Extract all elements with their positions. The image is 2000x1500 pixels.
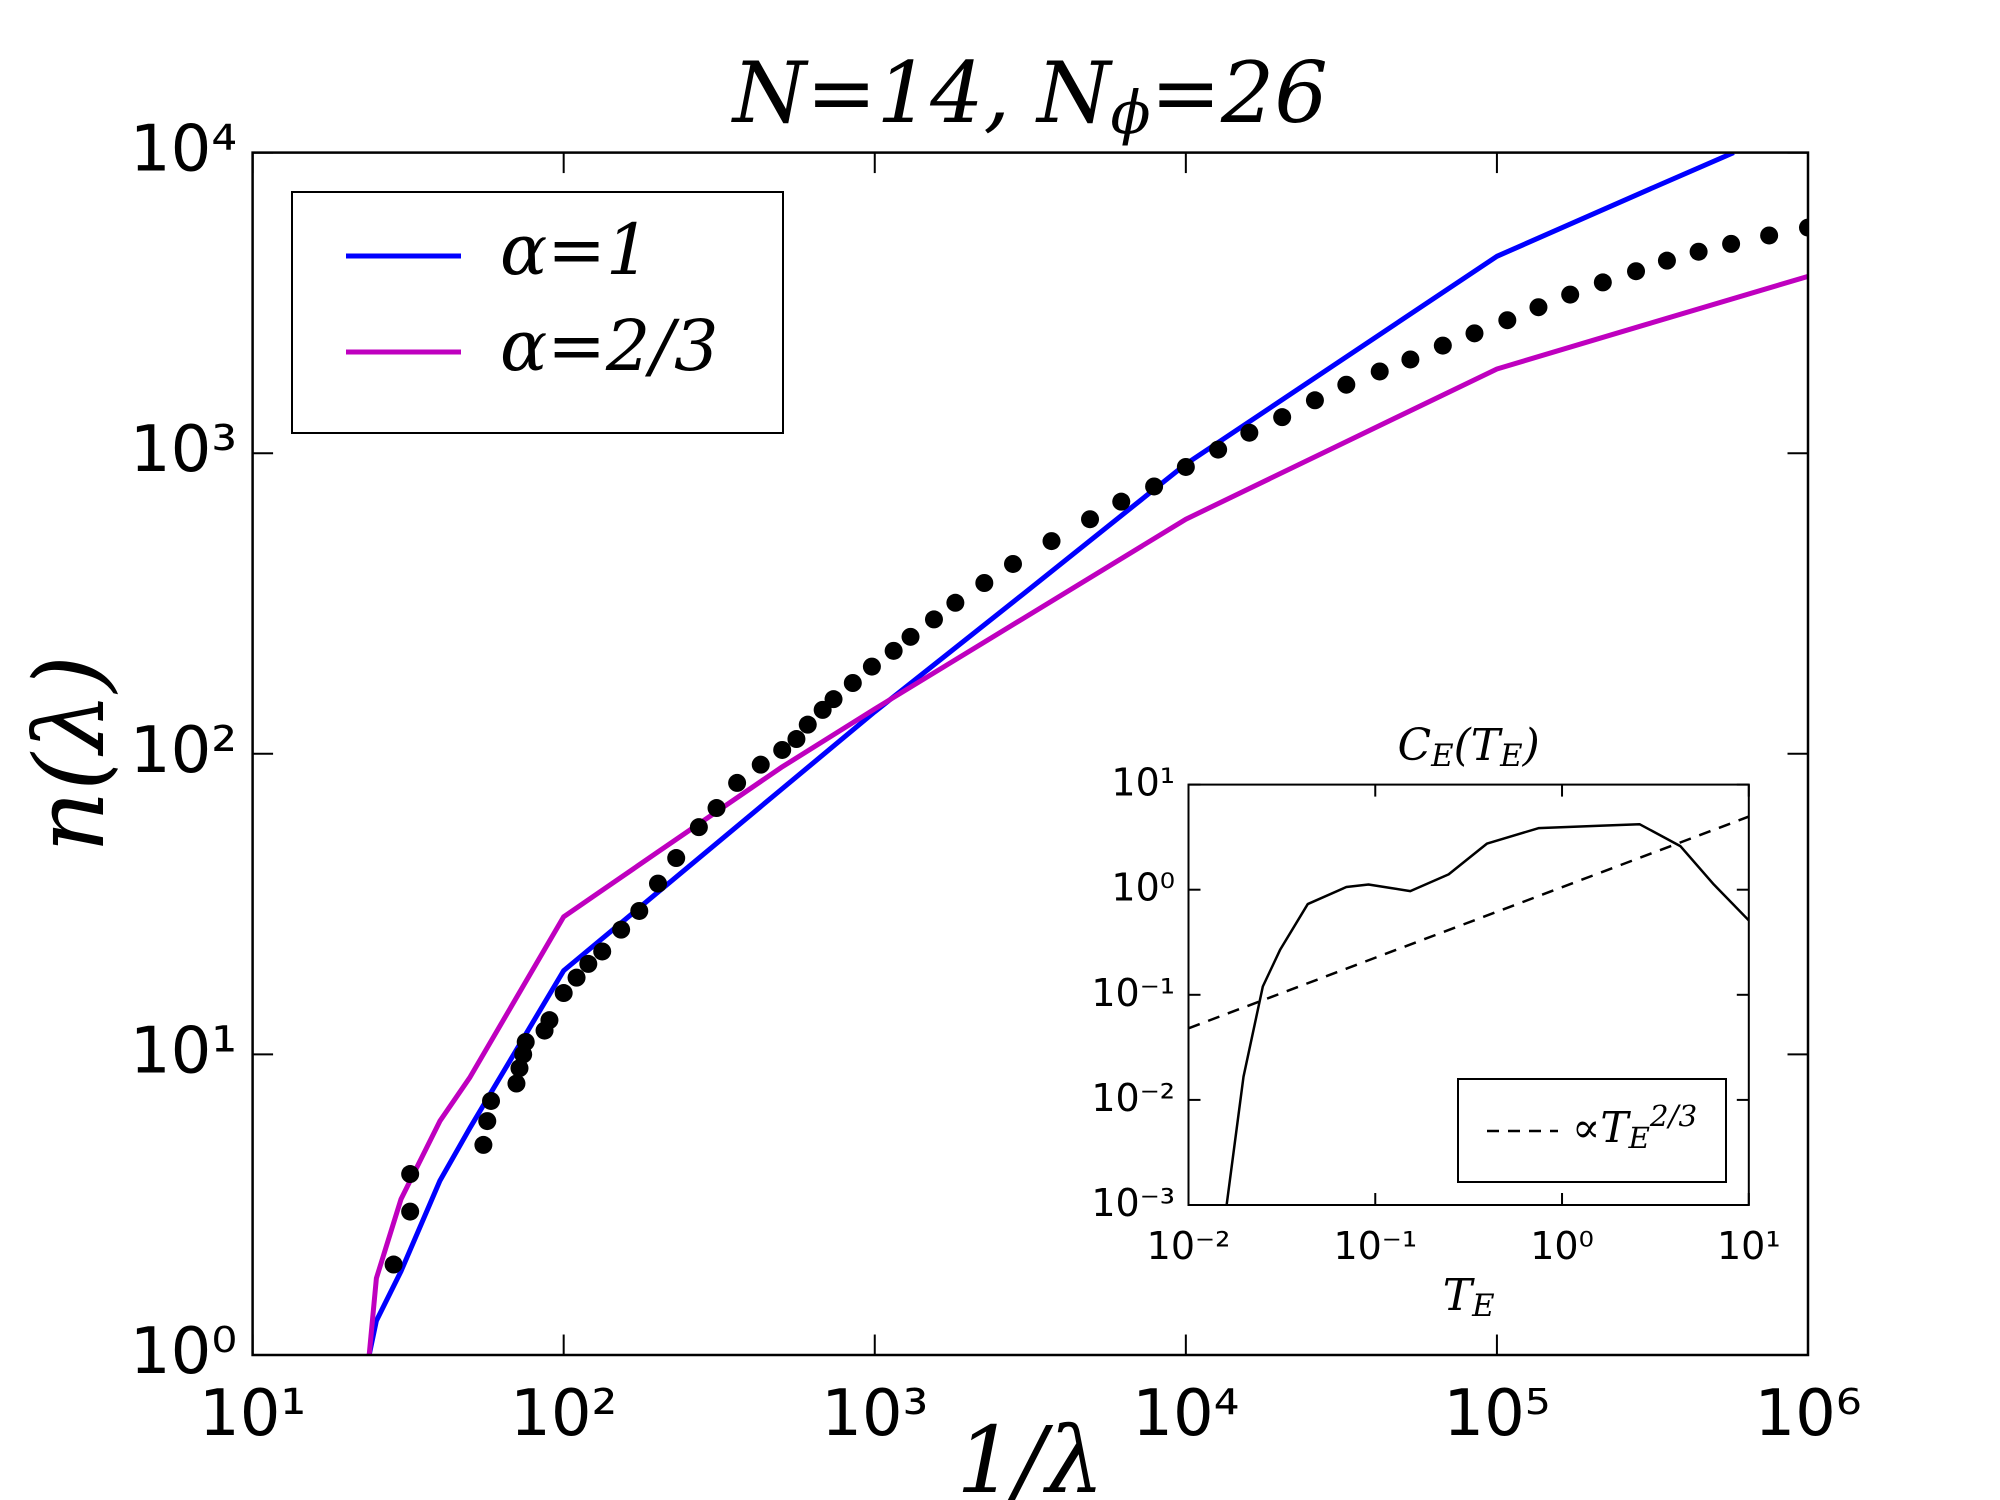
y-tick-label: 10⁻¹: [1091, 970, 1175, 1014]
y-tick-label: 10¹: [1111, 760, 1175, 804]
x-tick-label: 10³: [821, 1377, 928, 1451]
data-point: [884, 641, 903, 660]
data-point: [1561, 285, 1580, 304]
x-tick-label: 10⁻¹: [1333, 1224, 1417, 1268]
data-point: [554, 984, 573, 1003]
x-axis-label: TE: [1443, 1270, 1495, 1324]
legend-box: [291, 191, 784, 434]
legend: α=1 α=2/3: [291, 191, 784, 434]
data-point: [901, 627, 920, 646]
data-point: [1627, 262, 1646, 281]
series-line: [1225, 822, 1749, 1205]
data-point: [862, 657, 881, 676]
data-point: [751, 755, 770, 774]
data-point: [1657, 251, 1676, 270]
data-point: [384, 1255, 403, 1274]
y-tick-label: 10⁻³: [1091, 1181, 1175, 1225]
series-line: [366, 273, 1809, 1356]
data-point: [1799, 218, 1809, 237]
data-point: [630, 901, 649, 920]
x-tick-label: 10¹: [1717, 1224, 1781, 1268]
data-point: [648, 874, 667, 893]
series-line: [366, 152, 1735, 1356]
legend-label: α=1: [500, 209, 650, 291]
data-point: [946, 593, 965, 612]
data-point: [516, 1032, 535, 1051]
data-point: [510, 1059, 529, 1078]
x-tick-label: 10⁴: [1132, 1377, 1239, 1451]
data-point: [1081, 510, 1100, 529]
x-tick-label: 10⁶: [1754, 1377, 1861, 1451]
data-point: [1112, 492, 1131, 511]
data-point: [1240, 423, 1259, 442]
x-tick-label: 10²: [510, 1377, 617, 1451]
data-point: [1370, 362, 1389, 381]
legend: ∝TE2/3: [1457, 1078, 1727, 1183]
data-point: [579, 954, 598, 973]
data-point: [478, 1112, 497, 1131]
plot-area: [1188, 815, 1749, 1205]
data-point: [1689, 242, 1708, 261]
y-tick-label: 10⁴: [130, 112, 237, 186]
data-point: [773, 740, 792, 759]
chart: 10⁻² 10⁻¹ 10⁰ 10¹10⁻³10⁻²10⁻¹10⁰10¹CE(TE)TE…: [1091, 720, 1780, 1324]
data-point: [1176, 457, 1195, 476]
data-point: [1722, 234, 1741, 253]
data-point: [843, 674, 862, 693]
data-point: [1209, 440, 1228, 459]
data-point: [1498, 311, 1517, 330]
legend-label: α=2/3: [500, 305, 719, 387]
data-point: [689, 818, 708, 837]
legend-label: ∝TE2/3: [1572, 1099, 1697, 1155]
data-point: [667, 849, 686, 868]
data-point: [593, 942, 612, 961]
data-point: [924, 610, 943, 629]
data-point: [787, 730, 806, 749]
data-point: [1401, 350, 1420, 369]
data-point: [567, 968, 586, 987]
data-point: [1433, 336, 1452, 355]
data-point: [1529, 298, 1548, 317]
x-tick-label: 10⁻²: [1147, 1224, 1231, 1268]
x-tick-label: 10⁵: [1443, 1377, 1550, 1451]
data-point: [707, 799, 726, 818]
data-point: [401, 1165, 420, 1184]
data-point: [1593, 273, 1612, 292]
data-point: [1145, 477, 1164, 496]
y-tick-label: 10²: [130, 713, 237, 787]
y-tick-label: 10³: [130, 413, 237, 487]
x-axis-label: 1/λ: [956, 1407, 1104, 1500]
y-tick-label: 10¹: [130, 1014, 237, 1088]
x-tick-label: 10¹: [199, 1377, 306, 1451]
data-point: [798, 715, 817, 734]
data-point: [728, 773, 747, 792]
y-axis-label: n(λ): [14, 655, 126, 853]
data-point: [1760, 226, 1779, 245]
y-tick-label: 10⁻²: [1091, 1075, 1175, 1119]
data-point: [482, 1091, 501, 1110]
data-point: [401, 1202, 420, 1221]
plot-area: [366, 152, 1809, 1356]
data-point: [1465, 324, 1484, 343]
data-point: [975, 573, 994, 592]
data-point: [1273, 408, 1292, 427]
data-point: [474, 1135, 493, 1154]
x-tick-label: 10⁰: [1530, 1224, 1594, 1268]
data-point: [540, 1011, 559, 1030]
data-point: [1337, 375, 1356, 394]
y-tick-label: 10⁰: [1111, 865, 1175, 909]
series-line: [1188, 815, 1749, 1030]
data-point: [1003, 554, 1022, 573]
data-point: [507, 1074, 526, 1093]
chart-title: N=14, Nϕ=26: [731, 44, 1328, 147]
chart-title: CE(TE): [1397, 720, 1539, 774]
data-point: [1042, 532, 1061, 551]
data-point: [1305, 391, 1324, 410]
data-point: [824, 690, 843, 709]
legend-box: [1457, 1078, 1727, 1183]
y-tick-label: 10⁰: [130, 1315, 237, 1389]
data-point: [612, 920, 631, 939]
